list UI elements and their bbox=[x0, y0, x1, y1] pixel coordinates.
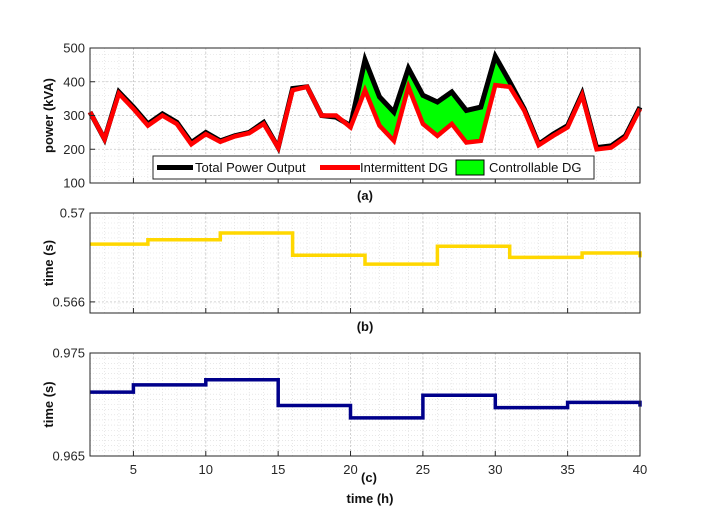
x-tick-label: 25 bbox=[416, 462, 430, 477]
y-tick-label: 100 bbox=[63, 176, 85, 191]
controllable-dg-fill bbox=[90, 56, 640, 150]
x-tick-label: 20 bbox=[343, 462, 357, 477]
legend-label-intermittent: Intermittent DG bbox=[360, 160, 448, 175]
x-tick-label: 15 bbox=[271, 462, 285, 477]
power-lines bbox=[87, 49, 643, 155]
panel-label-b: (b) bbox=[357, 319, 374, 334]
y-axis-label-c: time (s) bbox=[41, 381, 56, 427]
x-tick-label: 40 bbox=[633, 462, 647, 477]
x-tick-label: 10 bbox=[199, 462, 213, 477]
legend-label-controllable: Controllable DG bbox=[489, 160, 582, 175]
y-ticks-a: 100 200 300 400 500 bbox=[63, 41, 95, 191]
x-tick-label: 5 bbox=[130, 462, 137, 477]
panel-a: 100 200 300 400 500 power (kVA) (a) Total Po… bbox=[41, 41, 643, 203]
y-tick-label: 300 bbox=[63, 108, 85, 123]
intermittent-dg-line bbox=[88, 79, 643, 154]
y-axis-label-a: power (kVA) bbox=[41, 78, 56, 153]
legend: Total Power Output Intermittent DG Contr… bbox=[152, 155, 595, 180]
y-ticks-c: 0.965 0.975 bbox=[52, 346, 95, 464]
step-line-b bbox=[90, 231, 642, 266]
step-series-c bbox=[90, 378, 642, 420]
x-axis-label: time (h) bbox=[347, 491, 394, 506]
x-ticks-c: 5 10 15 20 25 30 35 40 bbox=[130, 462, 647, 477]
panel-label-c: (c) bbox=[361, 470, 377, 485]
y-tick-label: 0.57 bbox=[60, 206, 85, 221]
controllable-dg-area bbox=[90, 56, 640, 150]
x-tick-label: 35 bbox=[560, 462, 574, 477]
legend-swatch-controllable bbox=[455, 159, 485, 176]
y-tick-label: 400 bbox=[63, 74, 85, 89]
y-tick-label: 0.965 bbox=[52, 449, 85, 464]
y-tick-label: 500 bbox=[63, 41, 85, 56]
y-ticks-b: 0.566 0.57 bbox=[52, 206, 95, 309]
step-series-b bbox=[90, 231, 642, 266]
y-tick-label: 0.975 bbox=[52, 346, 85, 361]
y-axis-label-b: time (s) bbox=[41, 240, 56, 286]
panel-label-a: (a) bbox=[357, 188, 373, 203]
y-tick-label: 0.566 bbox=[52, 294, 85, 309]
panel-b: 0.566 0.57 time (s) (b) bbox=[41, 206, 642, 334]
step-line-c bbox=[90, 378, 642, 420]
y-tick-label: 200 bbox=[63, 142, 85, 157]
x-tick-label: 30 bbox=[488, 462, 502, 477]
legend-label-total: Total Power Output bbox=[195, 160, 306, 175]
